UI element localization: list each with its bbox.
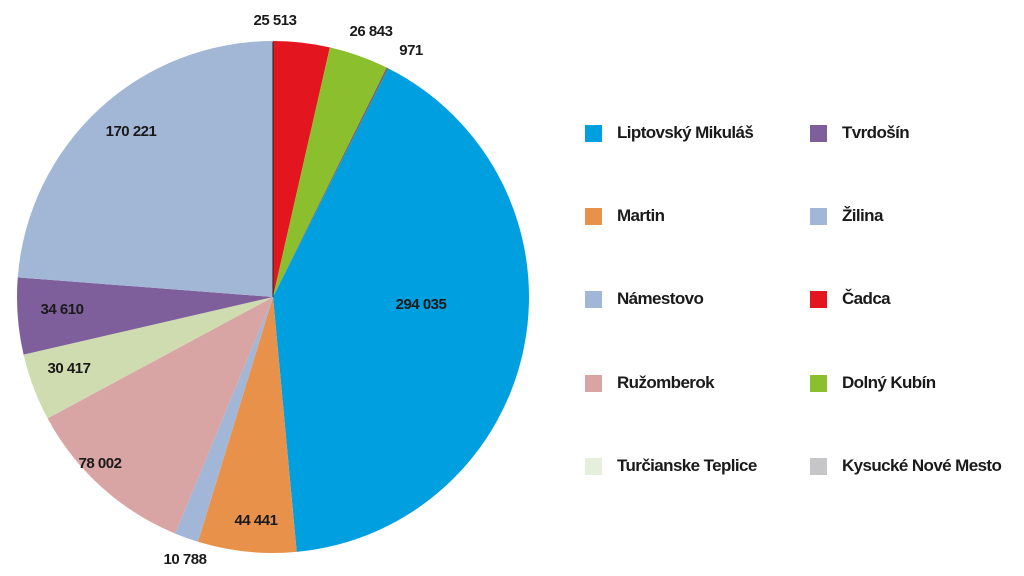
legend-label: Martin	[617, 206, 665, 225]
pie-slice-martin	[197, 297, 297, 553]
slice-label-martin: 44 441	[235, 512, 278, 529]
slice-label-tvrdosin: 34 610	[41, 301, 84, 318]
slice-label-ruzomberok: 78 002	[79, 455, 122, 472]
legend-item-namestovo: Námestovo	[585, 287, 704, 311]
pie-slice-cadca	[273, 41, 330, 297]
pie-slice-liptovsky-mikulas	[273, 68, 529, 552]
legend-swatch	[585, 124, 602, 142]
pie-slices	[16, 41, 529, 553]
legend-item-liptovsky-mikulas: Liptovský Mikuláš	[585, 121, 754, 145]
legend-item-dolny-kubin: Dolný Kubín	[810, 371, 936, 395]
pie-slice-ruzomberok	[47, 297, 273, 534]
legend-label: Kysucké Nové Mesto	[842, 456, 1002, 475]
legend-label: Dolný Kubín	[842, 373, 936, 392]
legend-label: Čadca	[842, 289, 891, 308]
legend-swatch	[810, 374, 827, 392]
legend-swatch	[585, 290, 602, 308]
legend-item-tvrdosin: Tvrdošín	[810, 121, 910, 145]
legend-swatch	[585, 374, 602, 392]
slice-label-cadca: 25 513	[254, 12, 297, 29]
legend-item-zilina: Žilina	[810, 204, 883, 228]
legend-swatch	[810, 124, 827, 142]
slice-label-kysucke-nove-mesto: 971	[399, 42, 423, 59]
pie-slice-kysucke-nove-mesto	[273, 67, 389, 297]
legend-swatch	[810, 207, 827, 225]
legend-swatch	[585, 207, 602, 225]
legend-swatch	[810, 457, 827, 475]
legend-swatch	[585, 457, 602, 475]
pie-slice-tvrdosin	[16, 277, 274, 355]
legend-item-kysucke-nove-mesto: Kysucké Nové Mesto	[810, 454, 1002, 478]
pie-slice-namestovo	[175, 297, 273, 542]
slice-label-liptovsky-mikulas: 294 035	[396, 296, 447, 313]
legend-item-turcianske-teplice: Turčianske Teplice	[585, 454, 757, 478]
legend-item-ruzomberok: Ružomberok	[585, 371, 715, 395]
legend-item-martin: Martin	[585, 204, 665, 228]
legend-item-cadca: Čadca	[810, 287, 891, 311]
legend-label: Turčianske Teplice	[617, 456, 757, 475]
pie-slice-zilina	[17, 41, 273, 297]
pie-slice-turcianske-teplice	[23, 297, 273, 419]
slice-label-turcianske-teplice: 30 417	[48, 360, 91, 377]
legend-label: Ružomberok	[617, 373, 715, 392]
legend-label: Námestovo	[617, 289, 704, 308]
legend-label: Liptovský Mikuláš	[617, 123, 754, 142]
slice-labels: 25 513 26 843 971 294 035 44 441 10 788 …	[41, 12, 447, 568]
legend-label: Tvrdošín	[842, 123, 910, 142]
pie-slice-dolny-kubin	[273, 47, 387, 297]
slice-label-zilina: 170 221	[106, 123, 157, 140]
legend-label: Žilina	[842, 206, 883, 225]
slice-label-namestovo: 10 788	[164, 551, 207, 568]
slice-label-dolny-kubin: 26 843	[350, 23, 393, 40]
legend-swatch	[810, 290, 827, 308]
